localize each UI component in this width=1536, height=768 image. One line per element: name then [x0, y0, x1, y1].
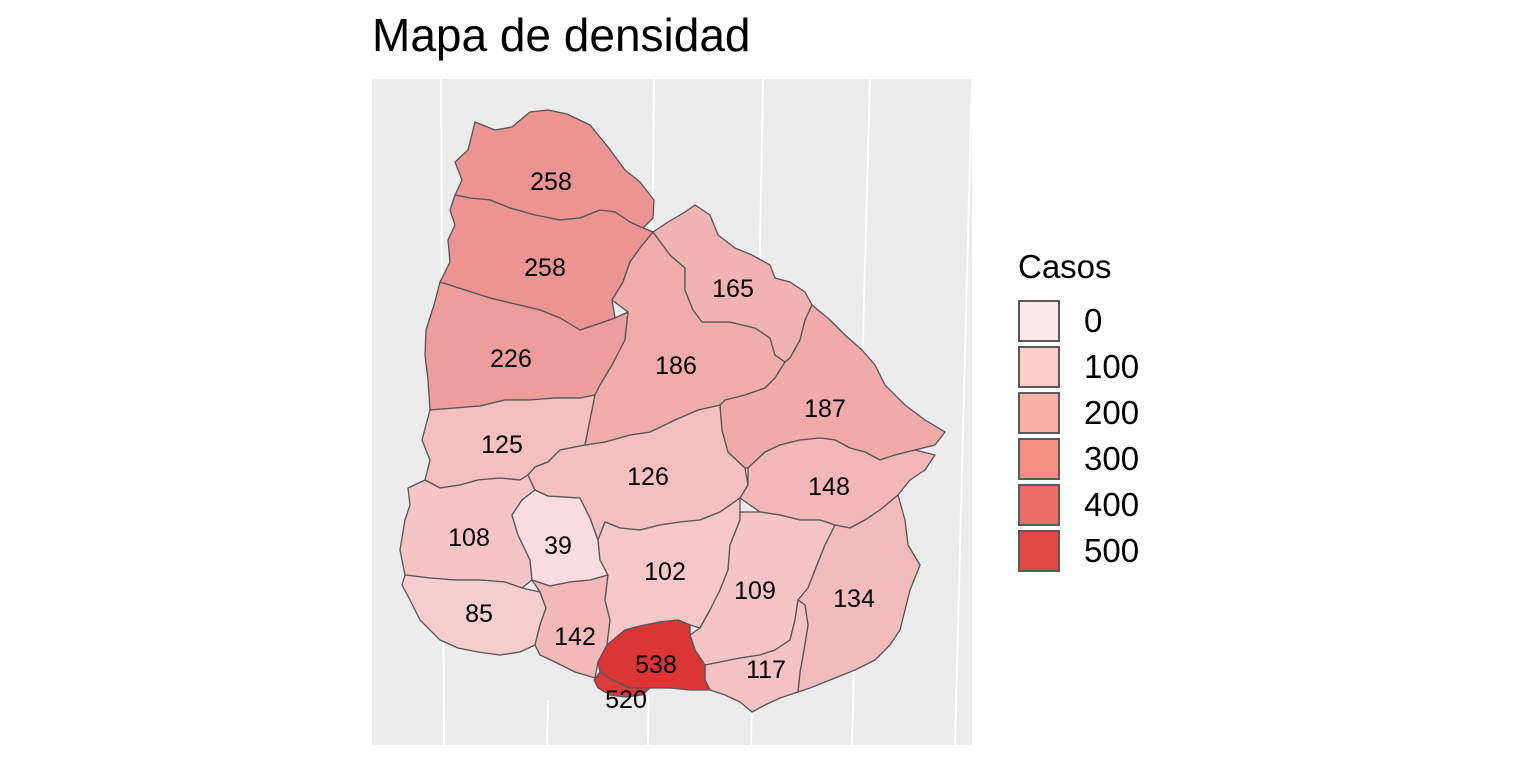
legend-label: 300 [1084, 440, 1140, 477]
value-label: 39 [544, 532, 572, 560]
legend-swatch [1018, 346, 1060, 388]
value-label: 520 [605, 686, 647, 714]
legend-swatch [1018, 300, 1060, 342]
value-label: 126 [627, 463, 669, 491]
legend-label: 400 [1084, 486, 1140, 523]
region-maldonado[interactable] [704, 599, 809, 713]
value-label: 165 [712, 275, 754, 303]
value-label: 102 [644, 558, 686, 586]
legend-swatch [1018, 530, 1060, 572]
legend-item: 0 [1018, 298, 1139, 344]
legend-item: 400 [1018, 482, 1139, 528]
value-label: 108 [448, 524, 490, 552]
legend: Casos 0 100 200 300 400 500 [1018, 248, 1139, 574]
legend-label: 200 [1084, 394, 1140, 431]
region-san-jose[interactable] [531, 574, 611, 679]
region-montevideo[interactable] [593, 671, 651, 698]
value-label: 258 [530, 168, 572, 196]
grid-line [954, 78, 973, 746]
legend-label: 100 [1084, 348, 1140, 385]
value-label: 142 [554, 623, 596, 651]
value-label: 186 [655, 352, 697, 380]
legend-swatch [1018, 392, 1060, 434]
legend-swatch [1018, 484, 1060, 526]
legend-swatch [1018, 438, 1060, 480]
legend-item: 200 [1018, 390, 1139, 436]
legend-label: 500 [1084, 532, 1140, 569]
value-label: 125 [481, 431, 523, 459]
value-label: 258 [524, 254, 566, 282]
map-title: Mapa de densidad [372, 9, 751, 61]
legend-title: Casos [1018, 248, 1112, 285]
value-label: 134 [833, 585, 875, 613]
legend-item: 500 [1018, 528, 1139, 574]
legend-item: 100 [1018, 344, 1139, 390]
value-label: 109 [734, 577, 776, 605]
legend-items: 0 100 200 300 400 500 [1018, 298, 1139, 574]
value-label: 187 [804, 395, 846, 423]
value-label: 538 [635, 651, 677, 679]
legend-label: 0 [1084, 302, 1103, 339]
value-label: 117 [746, 656, 786, 684]
value-label: 85 [465, 600, 493, 628]
grid-line [546, 699, 549, 746]
value-label: 148 [808, 473, 850, 501]
legend-item: 300 [1018, 436, 1139, 482]
value-label: 226 [490, 345, 532, 373]
